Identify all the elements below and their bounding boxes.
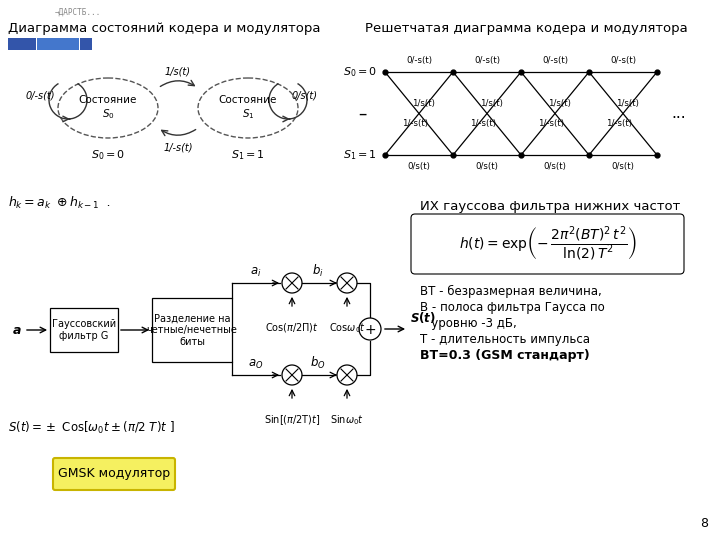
FancyBboxPatch shape [152,298,232,362]
Text: $h_k = a_k\ \oplus h_{k-1}$  .: $h_k = a_k\ \oplus h_{k-1}$ . [8,195,111,211]
Text: 8: 8 [700,517,708,530]
Text: 1/-s(t): 1/-s(t) [606,119,632,128]
Text: $\boldsymbol{S(t)}$: $\boldsymbol{S(t)}$ [410,310,436,325]
Text: $S_0=0$: $S_0=0$ [91,148,125,162]
Text: ВТ - безразмерная величина,: ВТ - безразмерная величина, [420,285,602,298]
Text: –: – [358,105,366,123]
Text: 1/-s(t): 1/-s(t) [402,119,428,128]
FancyBboxPatch shape [411,214,684,274]
Text: 1/-s(t): 1/-s(t) [163,142,193,152]
FancyBboxPatch shape [80,38,92,50]
Text: 1/s(t): 1/s(t) [412,99,434,108]
Text: $\mathrm{Sin}\omega_0 t$: $\mathrm{Sin}\omega_0 t$ [330,413,364,427]
Text: 0/-s(t): 0/-s(t) [474,56,500,65]
FancyBboxPatch shape [50,308,118,352]
Text: Состояние
$S_1$: Состояние $S_1$ [219,95,277,121]
Text: $S_1=1$: $S_1=1$ [343,148,377,162]
Text: 1/s(t): 1/s(t) [165,66,191,76]
Text: Разделение на
четные/нечетные
биты: Разделение на четные/нечетные биты [147,313,238,347]
Text: $\boldsymbol{b_O}$: $\boldsymbol{b_O}$ [310,355,326,371]
Text: $\boldsymbol{b_i}$: $\boldsymbol{b_i}$ [312,263,324,279]
Text: $\boldsymbol{a_O}$: $\boldsymbol{a_O}$ [248,358,264,371]
Text: уровню -3 дБ,: уровню -3 дБ, [420,317,517,330]
Text: 1/s(t): 1/s(t) [480,99,503,108]
Text: 0/-s(t): 0/-s(t) [406,56,432,65]
Text: Гауссовский
фильтр G: Гауссовский фильтр G [52,319,116,341]
Text: 0/-s(t): 0/-s(t) [610,56,636,65]
Text: 1/s(t): 1/s(t) [616,99,639,108]
Text: $S(t)= \pm\ \mathrm{Cos}[\omega_0 t \pm (\pi/2\ T)t\ ]$: $S(t)= \pm\ \mathrm{Cos}[\omega_0 t \pm … [8,420,175,436]
Text: 0/s(t): 0/s(t) [544,162,567,171]
Text: ...: ... [671,106,685,121]
Text: ИХ гауссова фильтра нижних частот: ИХ гауссова фильтра нижних частот [420,200,680,213]
Text: Решетчатая диаграмма кодера и модулятора: Решетчатая диаграмма кодера и модулятора [365,22,688,35]
Text: Т - длительность импульса: Т - длительность импульса [420,333,590,346]
Text: Диаграмма состояний кодера и модулятора: Диаграмма состояний кодера и модулятора [8,22,320,35]
Text: 0/s(t): 0/s(t) [292,90,318,100]
FancyBboxPatch shape [53,458,175,490]
Text: $S_1=1$: $S_1=1$ [231,148,265,162]
Text: 0/s(t): 0/s(t) [408,162,431,171]
FancyBboxPatch shape [8,38,36,50]
Text: GMSK модулятор: GMSK модулятор [58,468,170,481]
Text: +: + [364,323,376,337]
Text: $\mathrm{Sin}[(\pi/2\mathrm{T})t]$: $\mathrm{Sin}[(\pi/2\mathrm{T})t]$ [264,413,320,427]
Text: 1/-s(t): 1/-s(t) [538,119,564,128]
Text: $\boldsymbol{a}$: $\boldsymbol{a}$ [12,323,22,336]
Text: →ДАРСТБ...: →ДАРСТБ... [55,8,102,17]
Text: ВТ=0.3 (GSM стандарт): ВТ=0.3 (GSM стандарт) [420,349,590,362]
Text: $\mathrm{Cos}\omega_0 t$: $\mathrm{Cos}\omega_0 t$ [328,321,365,335]
Text: $\boldsymbol{a_i}$: $\boldsymbol{a_i}$ [251,266,262,279]
Text: Состояние
$S_0$: Состояние $S_0$ [78,95,138,121]
Text: 1/-s(t): 1/-s(t) [470,119,496,128]
Text: 0/-s(t): 0/-s(t) [542,56,568,65]
Text: $\mathrm{Cos}(\pi/2\Pi)t$: $\mathrm{Cos}(\pi/2\Pi)t$ [265,321,319,334]
Text: $h(t) = \exp\!\left(-\,\dfrac{2\pi^2(BT)^2\,t^2}{\ln(2)\,T^2}\right)$: $h(t) = \exp\!\left(-\,\dfrac{2\pi^2(BT)… [459,225,637,264]
Text: В - полоса фильтра Гаусса по: В - полоса фильтра Гаусса по [420,301,605,314]
Text: 0/s(t): 0/s(t) [476,162,498,171]
Text: 0/-s(t): 0/-s(t) [25,90,55,100]
Text: 0/s(t): 0/s(t) [611,162,634,171]
Text: 1/s(t): 1/s(t) [548,99,570,108]
Text: $S_0= 0$: $S_0= 0$ [343,65,377,79]
FancyBboxPatch shape [37,38,79,50]
